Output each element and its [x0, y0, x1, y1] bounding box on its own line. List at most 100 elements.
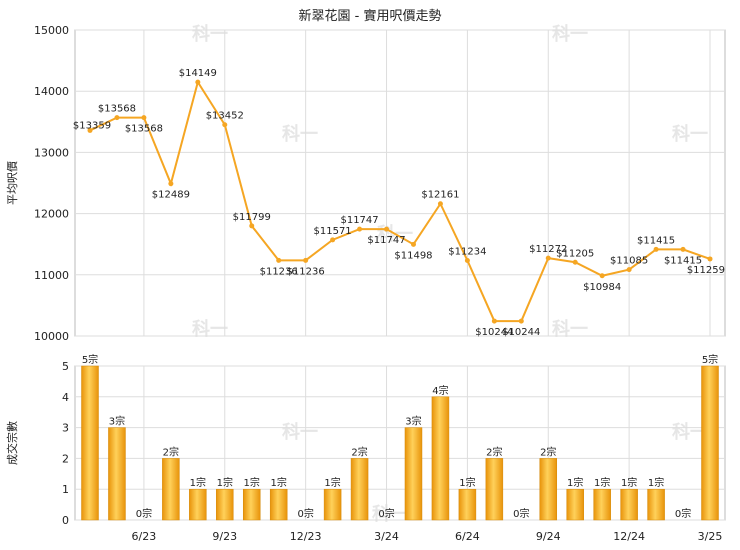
price-point [464, 257, 470, 263]
price-point-label: $11236 [287, 266, 325, 277]
price-point [357, 226, 363, 232]
volume-bar [593, 488, 611, 521]
price-panel-frame [74, 29, 726, 337]
volume-bar [108, 427, 126, 521]
volume-tick-label: 3 [62, 422, 69, 435]
volume-bar-label: 1宗 [648, 476, 664, 489]
watermark: 科一 [672, 123, 708, 145]
volume-tick-label: 4 [62, 391, 69, 404]
price-point-label: $13359 [73, 120, 111, 131]
price-tick-label: 11000 [34, 269, 69, 282]
price-point [572, 259, 578, 265]
volume-bar-label: 5宗 [82, 353, 98, 366]
price-point [680, 246, 686, 252]
price-tick-label: 15000 [34, 24, 69, 37]
price-axis-label: 平均呎價 [5, 161, 19, 205]
volume-bar-label: 2宗 [486, 445, 502, 458]
price-point-label: $11415 [637, 235, 675, 246]
volume-bar-label: 0宗 [297, 507, 313, 520]
price-tick-label: 13000 [34, 146, 69, 159]
price-point-label: $13452 [206, 111, 244, 122]
chart-title: 新翠花園 - 實用呎價走勢 [299, 8, 442, 24]
watermark: 科一 [552, 23, 588, 45]
volume-panel-frame [74, 365, 726, 521]
volume-bar-label: 1宗 [190, 476, 206, 489]
volume-bar-label: 4宗 [432, 384, 448, 397]
price-point-label: $11205 [556, 248, 594, 259]
volume-bar [404, 427, 423, 521]
price-point [303, 257, 309, 263]
volume-bar [269, 488, 288, 521]
price-point [276, 257, 282, 263]
price-point [222, 122, 228, 128]
volume-bar-label: 1宗 [594, 476, 610, 489]
price-point-label: $11085 [610, 256, 648, 267]
volume-axis-label: 成交宗數 [5, 421, 19, 465]
watermark: 科一 [672, 421, 708, 443]
price-tick-label: 14000 [34, 85, 69, 98]
price-point [410, 241, 416, 247]
volume-bar [620, 488, 638, 521]
volume-bar [485, 458, 504, 521]
volume-bar [431, 396, 450, 521]
volume-bar-label: 1宗 [217, 476, 233, 489]
price-point [491, 318, 497, 324]
price-point-label: $11236 [260, 266, 298, 277]
x-tick-label: 3/25 [698, 530, 723, 543]
volume-bar-label: 2宗 [163, 445, 179, 458]
price-tick-label: 12000 [34, 208, 69, 221]
price-point [114, 115, 120, 121]
x-tick-label: 6/24 [455, 530, 480, 543]
price-tick-label: 10000 [34, 330, 69, 343]
volume-bar-label: 5宗 [702, 353, 718, 366]
volume-bar-label: 2宗 [351, 445, 367, 458]
volume-bar [162, 458, 180, 521]
volume-bar [189, 488, 207, 521]
price-point-label: $11747 [367, 235, 405, 246]
price-point-label: $12489 [152, 190, 190, 201]
price-point-label: $11234 [448, 246, 486, 257]
volume-bar-label: 3宗 [109, 415, 125, 428]
watermark: 科一 [192, 23, 228, 45]
price-point-label: $12161 [421, 190, 459, 201]
x-tick-label: 12/24 [613, 530, 645, 543]
price-point-label: $11498 [394, 250, 432, 261]
price-point-label: $10244 [502, 327, 540, 338]
volume-bar [216, 488, 234, 521]
volume-bar [566, 488, 584, 521]
volume-bar-label: 0宗 [136, 507, 152, 520]
price-point [249, 223, 255, 229]
price-point [545, 255, 551, 261]
price-point-label: $11415 [664, 255, 702, 266]
volume-bar-label: 1宗 [621, 476, 637, 489]
price-point [141, 115, 147, 121]
price-point-label: $10984 [583, 282, 621, 293]
price-point-label: $11571 [314, 226, 352, 237]
volume-bar-label: 3宗 [405, 415, 421, 428]
price-point [626, 267, 632, 273]
price-point [599, 273, 605, 279]
price-point-label: $11747 [340, 215, 378, 226]
watermark: 科一 [552, 318, 588, 340]
volume-bar-label: 0宗 [378, 507, 394, 520]
x-tick-label: 6/23 [132, 530, 157, 543]
price-point-label: $11799 [233, 212, 271, 223]
price-point [707, 256, 713, 262]
watermark: 科一 [192, 318, 228, 340]
x-tick-label: 12/23 [290, 530, 322, 543]
volume-bar-label: 0宗 [675, 507, 691, 520]
volume-bar [350, 458, 369, 521]
price-point [384, 226, 390, 232]
volume-bar [458, 488, 477, 521]
volume-bar-label: 1宗 [271, 476, 287, 489]
price-point [195, 79, 201, 85]
x-tick-label: 9/23 [212, 530, 237, 543]
volume-bar-label: 2宗 [540, 445, 556, 458]
price-point-label: $11272 [529, 244, 567, 255]
watermark: 科一 [282, 421, 318, 443]
volume-bar-label: 1宗 [244, 476, 260, 489]
watermark: 科一 [282, 123, 318, 145]
volume-bar [539, 458, 558, 521]
